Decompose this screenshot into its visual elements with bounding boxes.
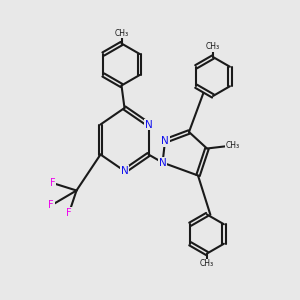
Text: F: F: [66, 208, 72, 218]
Text: N: N: [161, 136, 169, 146]
Text: F: F: [48, 200, 54, 211]
Text: N: N: [121, 166, 128, 176]
Text: CH₃: CH₃: [206, 42, 220, 51]
Text: N: N: [159, 158, 167, 168]
Text: CH₃: CH₃: [225, 141, 240, 150]
Text: N: N: [145, 119, 152, 130]
Text: F: F: [50, 178, 55, 188]
Text: CH₃: CH₃: [200, 260, 214, 268]
Text: CH₃: CH₃: [114, 28, 129, 38]
